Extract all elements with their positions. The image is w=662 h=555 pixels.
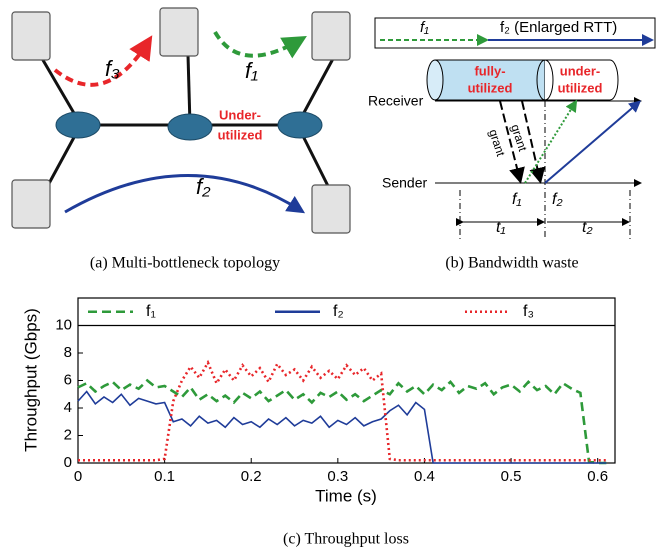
x-tick-label: 0.4 [414, 468, 435, 485]
x-tick-label: 0.6 [587, 468, 608, 485]
flow-label: f₂ [196, 174, 211, 199]
server [11, 7, 351, 234]
series-line [77, 390, 607, 464]
bandwidth-waste: f₁ f₂ (Enlarged RTT) fully- utilized und… [368, 17, 656, 272]
legend-label: f₂ (Enlarged RTT) [500, 19, 617, 36]
annotation: grant [486, 128, 508, 159]
annotation: Under- [219, 107, 261, 122]
caption: (c) Throughput loss [283, 531, 409, 548]
x-axis-label: Time (s) [315, 486, 377, 505]
x-tick-label: 0 [74, 468, 82, 485]
flow-label: f₃ [105, 56, 120, 81]
caption: (b) Bandwidth waste [445, 255, 578, 272]
annotation: t₁ [496, 219, 506, 236]
y-axis-label: Throughput (Gbps) [21, 308, 40, 452]
series-line [77, 378, 607, 465]
y-tick-label: 8 [64, 344, 72, 361]
annotation: f₁ [512, 191, 522, 208]
x-tick-label: 0.1 [154, 468, 175, 485]
y-tick-label: 0 [64, 454, 72, 471]
annotation: utilized [468, 80, 513, 95]
caption: (a) Multi-bottleneck topology [90, 255, 280, 272]
annotation: under- [560, 63, 600, 78]
axis-label: Sender [382, 175, 427, 191]
x-tick-label: 0.5 [501, 468, 522, 485]
legend-label: f₁ [146, 303, 156, 320]
y-tick-label: 6 [64, 371, 72, 388]
legend-label: f₂ [333, 303, 344, 320]
annotation: utilized [218, 127, 263, 142]
annotation: utilized [558, 80, 603, 95]
flow-label: f₁ [245, 58, 258, 83]
legend-label: f₃ [523, 303, 534, 320]
series-line [78, 359, 607, 462]
x-tick-label: 0.2 [241, 468, 262, 485]
topology: f₃ f₁ f₂ Under- utilized (a) Multi-bottl… [11, 7, 351, 272]
annotation: fully- [474, 63, 505, 78]
annotation: t₂ [582, 219, 593, 236]
y-tick-label: 4 [64, 399, 72, 416]
x-tick-label: 0.3 [327, 468, 348, 485]
y-tick-label: 2 [64, 426, 72, 443]
y-tick-label: 10 [55, 316, 72, 333]
legend-label: f₁ [420, 19, 429, 36]
annotation: grant [508, 123, 530, 154]
chart: Throughput (Gbps) Time (s) (c) Throughpu… [21, 297, 616, 548]
axis-label: Receiver [368, 93, 424, 109]
router [55, 111, 323, 141]
annotation: f₂ [552, 191, 563, 208]
plot-frame [77, 297, 616, 464]
